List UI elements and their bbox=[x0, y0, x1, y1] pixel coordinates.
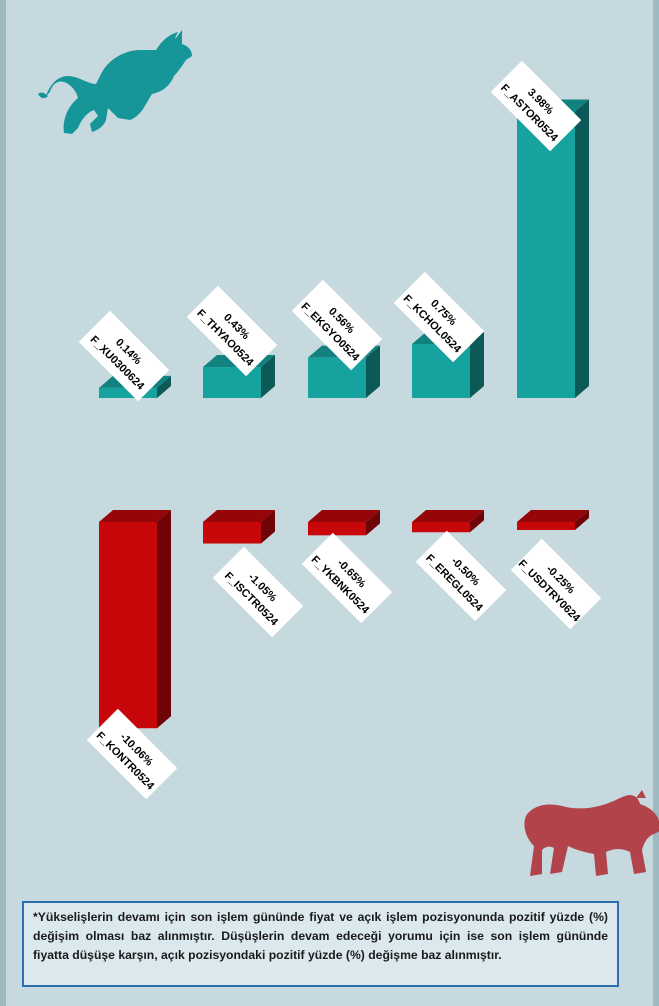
bar-F_ASTOR0524 bbox=[517, 99, 589, 398]
label-F_USDTRY0624: -0.25%F_USDTRY0624 bbox=[510, 538, 602, 630]
bar-F_EREGL0524 bbox=[412, 510, 484, 533]
bar-F_KONTR0524 bbox=[99, 510, 171, 729]
bar-F_YKBNK0524 bbox=[308, 510, 380, 536]
label-F_EREGL0524: -0.50%F_EREGL0524 bbox=[415, 530, 507, 622]
bull-icon bbox=[38, 30, 192, 134]
negative-bars bbox=[99, 510, 589, 729]
methodology-note: *Yükselişlerin devamı için son işlem gün… bbox=[22, 901, 619, 987]
label-F_YKBNK0524: -0.65%F_YKBNK0524 bbox=[301, 532, 393, 624]
bear-icon bbox=[524, 790, 659, 876]
bar-F_ISCTR0524 bbox=[203, 510, 275, 544]
label-F_ISCTR0524: -1.05%F_ISCTR0524 bbox=[212, 546, 304, 638]
bar-F_USDTRY0624 bbox=[517, 510, 589, 530]
